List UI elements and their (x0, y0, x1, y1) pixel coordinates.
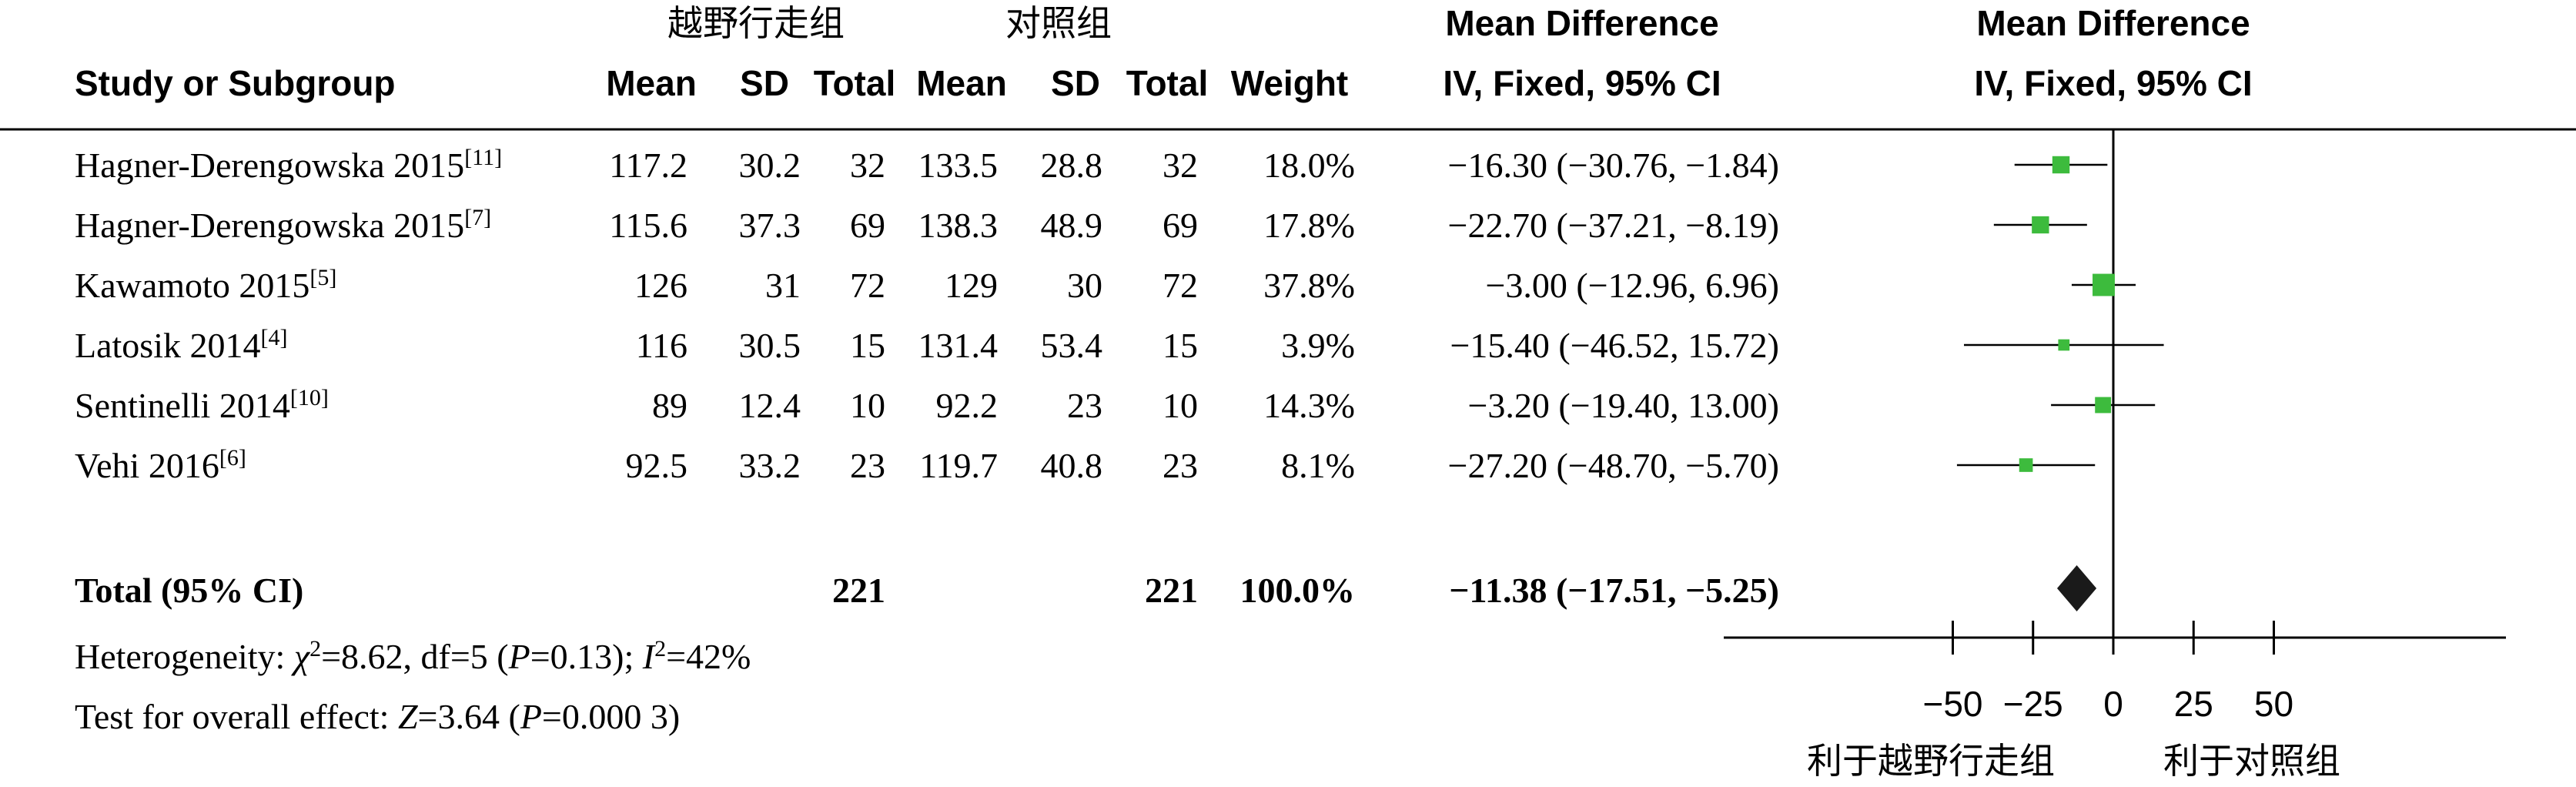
ctrl-total-cell: 15 (1163, 326, 1198, 365)
exp-total-cell: 15 (850, 326, 885, 365)
x-tick-label: −25 (2003, 684, 2063, 724)
header-md-method: IV, Fixed, 95% CI (1443, 63, 1721, 103)
ctrl-mean-cell: 92.2 (936, 386, 999, 425)
effect-marker (2032, 216, 2049, 234)
x-tick-label: 50 (2254, 684, 2293, 724)
md-ci-cell: −27.20 (−48.70, −5.70) (1448, 446, 1779, 485)
effect-marker (2058, 339, 2070, 351)
study-name: Hagner-Derengowska 2015[7] (75, 205, 491, 245)
favours-right-label: 利于对照组 (2163, 740, 2340, 782)
study-name: Latosik 2014[4] (75, 325, 287, 365)
ctrl-sd-cell: 48.9 (1041, 206, 1103, 245)
exp-sd-cell: 30.2 (739, 146, 801, 185)
favours-left-label: 利于越野行走组 (1807, 740, 2055, 782)
weight-cell: 8.1% (1281, 446, 1355, 485)
header-md-title: Mean Difference (1445, 3, 1718, 43)
overall-effect-text: Test for overall effect: Z=3.64 (P=0.000… (75, 697, 680, 736)
header-ctrl-sd: SD (1051, 63, 1100, 103)
total-weight: 100.0% (1240, 571, 1356, 610)
exp-mean-cell: 92.5 (626, 446, 688, 485)
header-group-control: 对照组 (1005, 2, 1112, 44)
ctrl-sd-cell: 28.8 (1041, 146, 1103, 185)
total-ci: −11.38 (−17.51, −5.25) (1449, 571, 1779, 610)
md-ci-cell: −22.70 (−37.21, −8.19) (1448, 206, 1779, 245)
ctrl-sd-cell: 53.4 (1041, 326, 1103, 365)
study-name: Vehi 2016[6] (75, 445, 246, 485)
exp-mean-cell: 115.6 (609, 206, 687, 245)
exp-total-cell: 10 (850, 386, 885, 425)
ctrl-total-cell: 23 (1163, 446, 1198, 485)
exp-mean-cell: 116 (636, 326, 687, 365)
ctrl-mean-cell: 131.4 (918, 326, 999, 365)
weight-cell: 14.3% (1263, 386, 1355, 425)
x-tick-label: 0 (2103, 684, 2123, 724)
ctrl-sd-cell: 23 (1067, 386, 1102, 425)
ctrl-total-cell: 72 (1163, 266, 1198, 305)
exp-total-cell: 32 (850, 146, 885, 185)
exp-sd-cell: 30.5 (739, 326, 801, 365)
md-ci-cell: −3.20 (−19.40, 13.00) (1467, 386, 1779, 425)
md-ci-cell: −16.30 (−30.76, −1.84) (1448, 146, 1779, 185)
summary-diamond (2056, 565, 2097, 611)
ctrl-sd-cell: 30 (1067, 266, 1102, 305)
header-exp-total: Total (814, 63, 895, 103)
exp-sd-cell: 33.2 (739, 446, 801, 485)
weight-cell: 37.8% (1263, 266, 1355, 305)
effect-marker (2095, 397, 2112, 414)
study-rows: Hagner-Derengowska 2015[11] 117.2 30.2 32 13… (75, 145, 1779, 485)
ctrl-sd-cell: 40.8 (1041, 446, 1103, 485)
exp-sd-cell: 37.3 (739, 206, 801, 245)
effect-marker (2019, 458, 2033, 472)
md-ci-cell: −15.40 (−46.52, 15.72) (1450, 326, 1779, 365)
weight-cell: 17.8% (1263, 206, 1355, 245)
exp-sd-cell: 12.4 (739, 386, 801, 425)
total-exp-n: 221 (832, 571, 885, 610)
total-ctrl-n: 221 (1145, 571, 1198, 610)
ctrl-mean-cell: 119.7 (919, 446, 998, 485)
header-study-column: Study or Subgroup (75, 63, 396, 103)
study-name: Kawamoto 2015[5] (75, 265, 336, 305)
x-tick-label: −50 (1922, 684, 1982, 724)
ctrl-mean-cell: 129 (945, 266, 998, 305)
ctrl-total-cell: 32 (1163, 146, 1198, 185)
exp-mean-cell: 89 (652, 386, 687, 425)
ctrl-total-cell: 10 (1163, 386, 1198, 425)
exp-mean-cell: 117.2 (609, 146, 687, 185)
md-ci-cell: −3.00 (−12.96, 6.96) (1485, 266, 1779, 305)
header-ctrl-total: Total (1126, 63, 1208, 103)
weight-cell: 18.0% (1263, 146, 1355, 185)
ctrl-mean-cell: 138.3 (918, 206, 999, 245)
header-plot-method: IV, Fixed, 95% CI (1974, 63, 2252, 103)
header-plot-title: Mean Difference (1976, 3, 2250, 43)
x-tick-label: 25 (2174, 684, 2213, 724)
heterogeneity-text: Heterogeneity: χ2=8.62, df=5 (P=0.13); I… (75, 636, 751, 676)
study-name: Sentinelli 2014[10] (75, 385, 329, 425)
header-group-experimental: 越野行走组 (667, 2, 845, 44)
header-exp-sd: SD (740, 63, 789, 103)
exp-total-cell: 23 (850, 446, 885, 485)
forest-plot-area: −50 −25 0 25 50 (1724, 129, 2506, 724)
total-label: Total (95% CI) (75, 571, 303, 610)
ctrl-mean-cell: 133.5 (918, 146, 999, 185)
study-name: Hagner-Derengowska 2015[11] (75, 145, 502, 185)
exp-total-cell: 72 (850, 266, 885, 305)
ctrl-total-cell: 69 (1163, 206, 1198, 245)
effect-marker (2052, 156, 2070, 174)
effect-marker (2093, 273, 2115, 296)
header-weight: Weight (1231, 63, 1348, 103)
exp-mean-cell: 126 (634, 266, 687, 305)
exp-sd-cell: 31 (765, 266, 801, 305)
header-exp-mean: Mean (606, 63, 697, 103)
exp-total-cell: 69 (850, 206, 885, 245)
header-ctrl-mean: Mean (916, 63, 1007, 103)
weight-cell: 3.9% (1281, 326, 1355, 365)
